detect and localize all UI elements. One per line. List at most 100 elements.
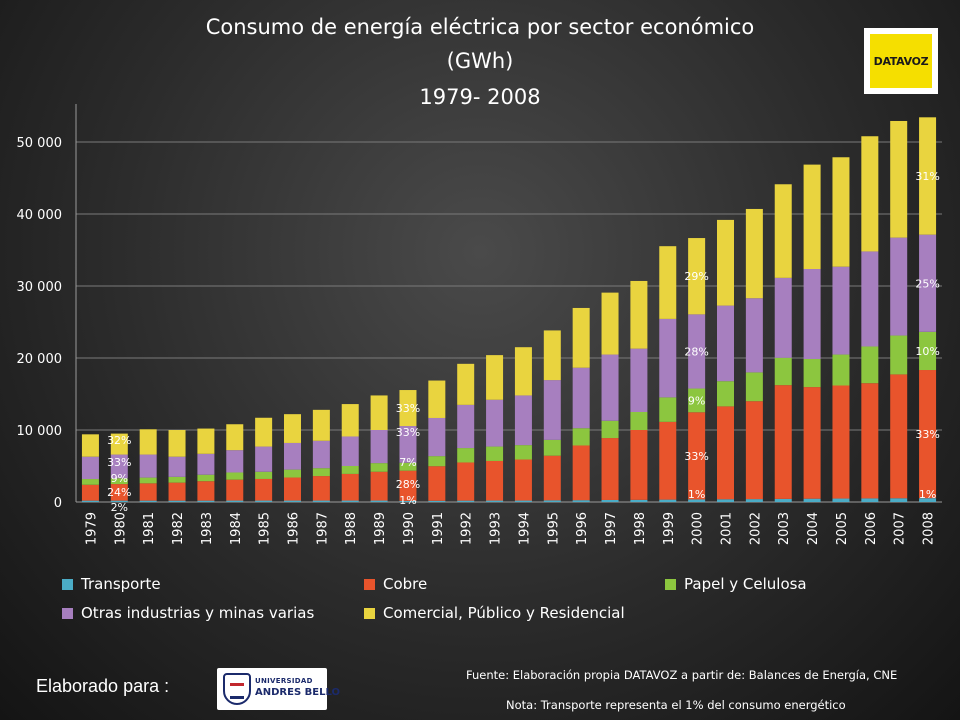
bar-1983-transporte	[197, 500, 215, 502]
bar-1996-papel-y-celulosa	[572, 428, 590, 446]
bar-2004-transporte	[803, 498, 821, 502]
data-label-2008-4: 31%	[915, 170, 939, 183]
bar-1990-otras-industrias-y-minas-varias	[399, 426, 417, 463]
x-tick-label-2006: 2006	[864, 512, 879, 545]
bar-1983-papel-y-celulosa	[197, 474, 215, 482]
bar-2007-papel-y-celulosa	[890, 335, 908, 375]
bar-2000-comercial-publico-y-residencial	[688, 238, 706, 315]
bar-1979-comercial-publico-y-residencial	[81, 434, 99, 457]
x-tick-label-2000: 2000	[691, 512, 706, 545]
bar-1992-comercial-publico-y-residencial	[457, 363, 475, 405]
universidad-andres-bello-logo: UNIVERSIDAD ANDRES BELLO	[217, 668, 340, 710]
data-label-2000-1: 33%	[684, 450, 708, 463]
bar-2001-otras-industrias-y-minas-varias	[717, 305, 734, 382]
x-tick-label-1980: 1980	[113, 512, 128, 545]
bar-2006-cobre	[861, 383, 879, 499]
x-tick-label-1998: 1998	[633, 512, 648, 545]
bar-1984-comercial-publico-y-residencial	[226, 424, 244, 451]
bar-1981-cobre	[139, 483, 157, 501]
legend-label-transporte: Transporte	[81, 575, 161, 593]
bar-1995-transporte	[543, 500, 561, 502]
bar-1988-otras-industrias-y-minas-varias	[341, 436, 359, 466]
x-tick-label-1987: 1987	[315, 512, 330, 545]
data-label-1980-4: 32%	[107, 434, 131, 447]
bar-1996-otras-industrias-y-minas-varias	[572, 367, 590, 429]
bar-2008-cobre	[919, 370, 937, 499]
data-label-2000-0: 1%	[688, 488, 705, 501]
bar-1994-comercial-publico-y-residencial	[514, 347, 532, 396]
bar-1985-transporte	[255, 500, 273, 502]
bar-1987-otras-industrias-y-minas-varias	[312, 440, 330, 469]
bar-2004-otras-industrias-y-minas-varias	[803, 269, 821, 360]
bar-1981-comercial-publico-y-residencial	[139, 429, 157, 455]
y-tick-label-50000: 50 000	[17, 136, 63, 151]
bar-1986-cobre	[284, 477, 301, 501]
bar-1996-comercial-publico-y-residencial	[572, 307, 590, 368]
legend-swatch-papel	[665, 578, 676, 590]
bar-1988-comercial-publico-y-residencial	[341, 404, 359, 437]
bar-1992-otras-industrias-y-minas-varias	[457, 404, 475, 449]
x-tick-label-2001: 2001	[720, 512, 735, 545]
bar-1981-otras-industrias-y-minas-varias	[139, 454, 157, 478]
y-tick-label-0: 0	[54, 496, 62, 511]
chart-title: Consumo de energía eléctrica por sector …	[205, 15, 755, 39]
data-label-2008-1: 33%	[915, 428, 939, 441]
bar-1992-papel-y-celulosa	[457, 448, 475, 463]
bar-1994-otras-industrias-y-minas-varias	[514, 395, 532, 446]
bar-1982-otras-industrias-y-minas-varias	[168, 456, 186, 477]
data-label-2000-3: 28%	[684, 345, 708, 358]
x-tick-label-1979: 1979	[84, 512, 99, 545]
bar-2001-comercial-publico-y-residencial	[717, 219, 734, 306]
elaborado-para-label: Elaborado para :	[36, 676, 170, 696]
legend-item-cobre: Cobre	[364, 575, 427, 593]
bar-1998-otras-industrias-y-minas-varias	[630, 348, 648, 412]
bar-1988-cobre	[341, 473, 359, 501]
bar-1984-papel-y-celulosa	[226, 472, 244, 480]
bar-1980-cobre	[110, 484, 128, 501]
legend-swatch-cobre	[364, 578, 375, 590]
x-tick-label-1986: 1986	[287, 512, 302, 545]
bar-2002-papel-y-celulosa	[745, 372, 763, 402]
data-label-1990-4: 33%	[396, 402, 420, 415]
bar-1985-otras-industrias-y-minas-varias	[255, 446, 273, 472]
bar-1982-transporte	[168, 500, 186, 502]
bar-1993-papel-y-celulosa	[486, 446, 504, 461]
x-tick-label-1994: 1994	[517, 512, 532, 545]
data-label-2000-4: 29%	[684, 270, 708, 283]
y-tick-label-40000: 40 000	[17, 208, 63, 223]
bar-1986-transporte	[284, 500, 301, 502]
bar-1982-cobre	[168, 482, 186, 501]
bar-1987-comercial-publico-y-residencial	[312, 409, 330, 441]
legend-label-papel: Papel y Celulosa	[684, 575, 807, 593]
x-tick-label-1989: 1989	[373, 512, 388, 545]
x-tick-label-2003: 2003	[777, 512, 792, 545]
bar-1991-papel-y-celulosa	[428, 456, 446, 467]
x-tick-label-1985: 1985	[258, 512, 273, 545]
bar-2008-papel-y-celulosa	[919, 331, 937, 371]
unab-crest-icon	[223, 673, 251, 705]
x-tick-label-1995: 1995	[546, 512, 561, 545]
bar-1981-papel-y-celulosa	[139, 477, 157, 484]
bar-1986-otras-industrias-y-minas-varias	[284, 442, 301, 470]
data-label-1990-2: 7%	[399, 456, 416, 469]
bar-1991-cobre	[428, 466, 446, 501]
bar-1984-otras-industrias-y-minas-varias	[226, 450, 244, 473]
bar-1997-comercial-publico-y-residencial	[601, 292, 619, 355]
datavoz-logo-text: DATAVOZ	[873, 54, 929, 68]
bar-1999-transporte	[659, 499, 677, 502]
bar-2005-comercial-publico-y-residencial	[832, 157, 850, 267]
bar-1998-comercial-publico-y-residencial	[630, 280, 648, 349]
bar-2000-transporte	[688, 499, 706, 502]
bar-2004-papel-y-celulosa	[803, 359, 821, 388]
x-tick-label-1988: 1988	[344, 512, 359, 545]
x-tick-label-2004: 2004	[806, 512, 821, 545]
bar-1987-cobre	[312, 476, 330, 501]
legend-swatch-otras	[62, 607, 73, 619]
bar-1990-papel-y-celulosa	[399, 462, 417, 471]
bar-2005-otras-industrias-y-minas-varias	[832, 266, 850, 355]
x-tick-label-2002: 2002	[748, 512, 763, 545]
bar-1984-cobre	[226, 479, 244, 501]
bar-2005-papel-y-celulosa	[832, 354, 850, 386]
x-tick-label-1996: 1996	[575, 512, 590, 545]
